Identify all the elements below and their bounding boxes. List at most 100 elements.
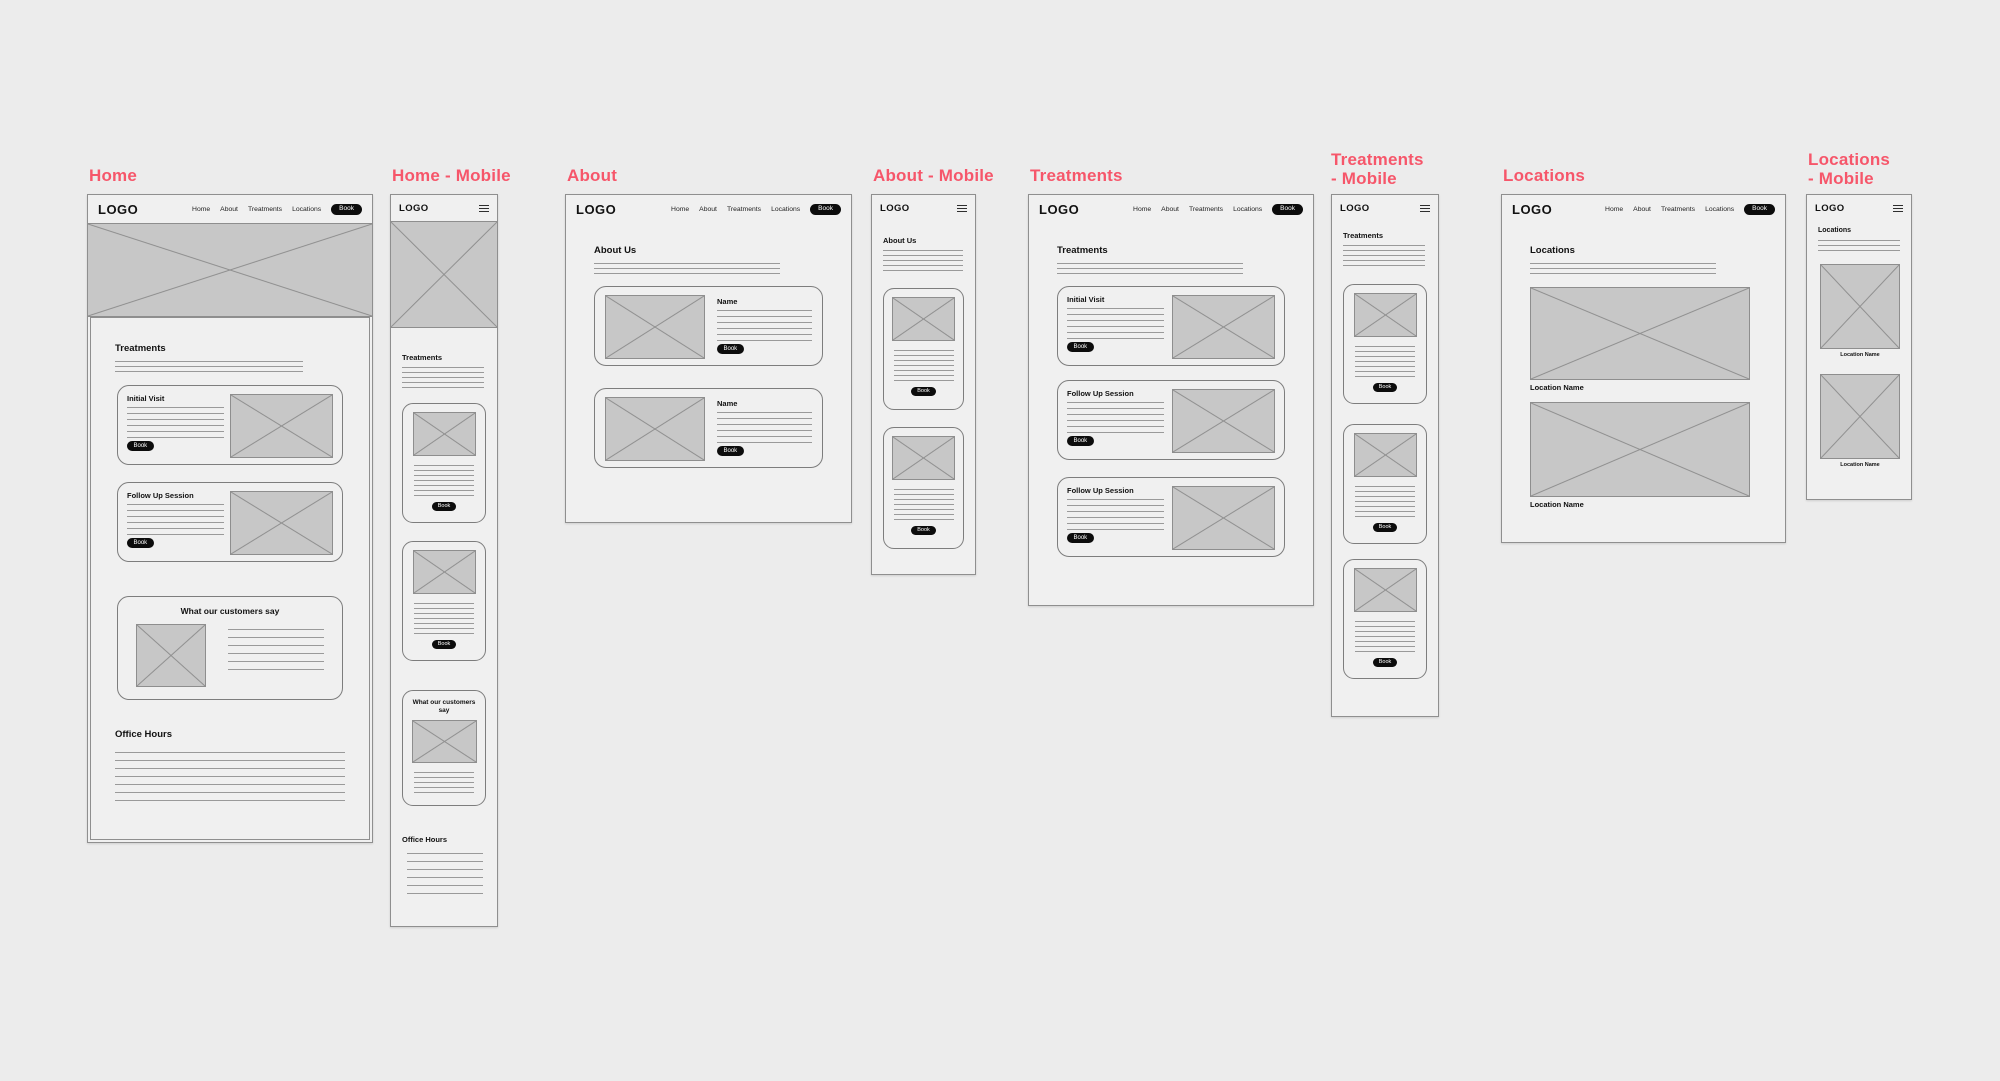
person-card: Book xyxy=(883,427,964,550)
frame-treatments: LOGO Home About Treatments Locations Boo… xyxy=(1028,194,1314,606)
treatment-card: Initial Visit Book xyxy=(1057,286,1285,367)
card-title: Initial Visit xyxy=(127,394,165,404)
image-placeholder xyxy=(1172,389,1275,454)
nav-locations[interactable]: Locations xyxy=(1705,205,1735,213)
book-button[interactable]: Book xyxy=(1067,533,1094,543)
book-button[interactable]: Book xyxy=(911,387,936,397)
treatment-card: Follow Up Session Book xyxy=(1057,477,1285,558)
book-button[interactable]: Book xyxy=(431,640,457,650)
logo: LOGO xyxy=(880,202,910,214)
nav-locations[interactable]: Locations xyxy=(292,205,322,213)
hamburger-menu-icon[interactable] xyxy=(1893,204,1903,212)
book-button[interactable]: Book xyxy=(331,203,362,215)
book-button[interactable]: Book xyxy=(911,526,936,536)
frame-label-about-mobile: About - Mobile xyxy=(873,166,994,185)
frame-label-locations: Locations xyxy=(1503,166,1586,185)
person-card: Name Book xyxy=(594,286,823,367)
image-placeholder xyxy=(136,624,206,688)
nav-about[interactable]: About xyxy=(1633,205,1651,213)
site-header: LOGO Home About Treatments Locations Boo… xyxy=(88,195,372,223)
placeholder-text xyxy=(1067,308,1164,340)
treatment-card: Book xyxy=(1343,284,1427,405)
section-heading: Locations xyxy=(1530,245,1575,256)
image-placeholder xyxy=(1172,486,1275,551)
placeholder-text xyxy=(1530,263,1716,275)
book-button[interactable]: Book xyxy=(810,203,841,215)
book-button[interactable]: Book xyxy=(717,446,744,456)
nav-menu: Home About Treatments Locations Book xyxy=(671,203,841,215)
location-caption: Location Name xyxy=(1840,351,1880,358)
nav-home[interactable]: Home xyxy=(192,205,211,213)
nav-about[interactable]: About xyxy=(1161,205,1179,213)
book-button[interactable]: Book xyxy=(431,502,457,512)
placeholder-text xyxy=(1818,239,1900,251)
book-button[interactable]: Book xyxy=(1372,523,1398,533)
book-button[interactable]: Book xyxy=(1744,203,1775,215)
location-image-placeholder xyxy=(1820,263,1900,349)
logo: LOGO xyxy=(399,202,429,214)
placeholder-text xyxy=(228,629,324,671)
placeholder-text xyxy=(1355,346,1415,378)
hamburger-menu-icon[interactable] xyxy=(479,204,489,212)
placeholder-text xyxy=(1355,486,1415,518)
logo: LOGO xyxy=(1039,201,1080,217)
nav-menu: Home About Treatments Locations Book xyxy=(1133,203,1303,215)
frame-about-mobile: LOGO About Us Book Book xyxy=(871,194,976,575)
placeholder-text xyxy=(594,263,780,275)
frame-label-about: About xyxy=(567,166,618,185)
nav-treatments[interactable]: Treatments xyxy=(1660,205,1696,213)
hamburger-menu-icon[interactable] xyxy=(957,204,967,212)
image-placeholder xyxy=(605,397,705,462)
book-button[interactable]: Book xyxy=(1067,436,1094,446)
book-button[interactable]: Book xyxy=(1372,383,1398,393)
image-placeholder xyxy=(892,436,955,481)
nav-locations[interactable]: Locations xyxy=(1233,205,1263,213)
logo: LOGO xyxy=(1340,202,1370,214)
nav-about[interactable]: About xyxy=(220,205,238,213)
logo: LOGO xyxy=(98,201,139,217)
hero-image-placeholder xyxy=(391,221,497,328)
nav-locations[interactable]: Locations xyxy=(771,205,801,213)
logo: LOGO xyxy=(576,201,617,217)
frame-locations: LOGO Home About Treatments Locations Boo… xyxy=(1501,194,1786,543)
book-button[interactable]: Book xyxy=(127,441,154,451)
book-button[interactable]: Book xyxy=(127,538,154,548)
location-image-placeholder xyxy=(1530,402,1750,498)
nav-about[interactable]: About xyxy=(699,205,717,213)
placeholder-text xyxy=(414,771,474,798)
nav-home[interactable]: Home xyxy=(1605,205,1624,213)
site-header: LOGO xyxy=(391,195,497,221)
logo: LOGO xyxy=(1815,202,1845,214)
section-heading: Treatments xyxy=(1343,231,1384,240)
nav-home[interactable]: Home xyxy=(1133,205,1152,213)
treatment-card: Initial Visit Book xyxy=(117,385,343,466)
nav-treatments[interactable]: Treatments xyxy=(1188,205,1224,213)
testimonials-card: What our customers say xyxy=(402,690,486,807)
nav-treatments[interactable]: Treatments xyxy=(726,205,762,213)
card-title: Follow Up Session xyxy=(1067,389,1134,399)
placeholder-text xyxy=(127,407,224,439)
frame-label-treatments-mobile: Treatments - Mobile xyxy=(1331,150,1424,189)
book-button[interactable]: Book xyxy=(1372,658,1398,668)
treatment-card: Follow Up Session Book xyxy=(117,482,343,563)
book-button[interactable]: Book xyxy=(1067,342,1094,352)
site-header: LOGO xyxy=(1807,195,1911,221)
placeholder-text xyxy=(1057,263,1243,275)
book-button[interactable]: Book xyxy=(1272,203,1303,215)
frame-label-treatments: Treatments xyxy=(1030,166,1123,185)
nav-treatments[interactable]: Treatments xyxy=(247,205,283,213)
nav-menu: Home About Treatments Locations Book xyxy=(192,203,362,215)
nav-menu: Home About Treatments Locations Book xyxy=(1605,203,1775,215)
image-placeholder xyxy=(892,297,955,342)
book-button[interactable]: Book xyxy=(717,344,744,354)
section-heading: About Us xyxy=(594,245,637,256)
placeholder-text xyxy=(407,852,483,894)
hamburger-menu-icon[interactable] xyxy=(1420,204,1430,212)
nav-home[interactable]: Home xyxy=(671,205,690,213)
placeholder-text xyxy=(1067,499,1164,531)
frame-label-home-mobile: Home - Mobile xyxy=(392,166,511,185)
placeholder-text xyxy=(1355,621,1415,653)
card-title: Name xyxy=(717,399,738,409)
placeholder-text xyxy=(414,465,474,497)
section-heading: Treatments xyxy=(1057,245,1108,256)
